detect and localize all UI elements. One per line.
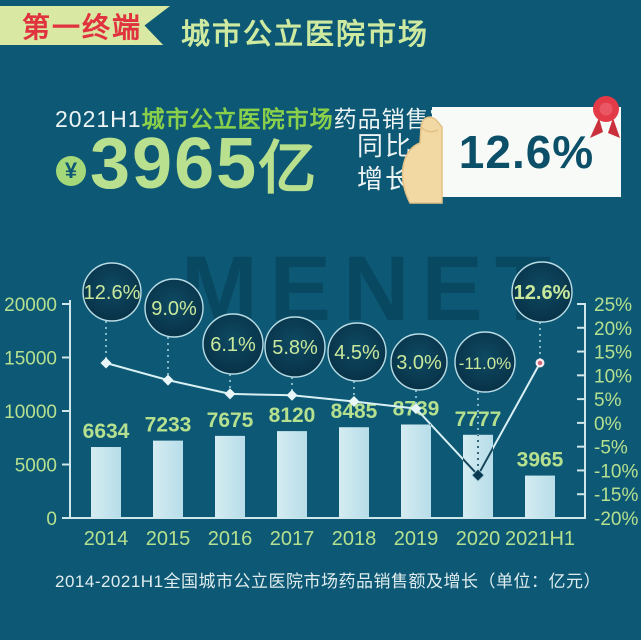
x-axis-label: 2017 [270, 528, 315, 550]
growth-bubble [327, 322, 387, 382]
bar-value-label: 7777 [455, 408, 502, 431]
bar-value-label: 6634 [83, 420, 130, 443]
right-axis-tick-label: 5% [594, 390, 622, 411]
bar-value-label: 7233 [145, 414, 192, 437]
bar [339, 427, 369, 518]
right-axis-tick-label: 15% [594, 343, 632, 364]
sales-amount-unit: 亿 [258, 136, 317, 201]
bubble-label: 9.0% [151, 298, 197, 320]
sales-amount-value: 3965 [90, 124, 259, 204]
bubble-label: 6.1% [210, 334, 256, 356]
x-axis-label: 2015 [146, 528, 191, 550]
x-axis-label: 2016 [208, 528, 253, 550]
right-axis-tick-label: -20% [594, 509, 638, 530]
growth-bubble [264, 316, 326, 378]
stat-headline-highlight: 城市公立医院市场 [141, 106, 334, 132]
growth-label: 同比 增长 [357, 130, 413, 196]
line-point [162, 374, 174, 386]
line-point [410, 403, 422, 415]
hand-icon [401, 116, 443, 204]
bar-value-label: 8485 [331, 400, 378, 423]
left-axis-tick-label: 20000 [4, 295, 57, 316]
bar [215, 435, 245, 518]
line-point [471, 468, 485, 482]
bubble-label: 12.6% [84, 282, 141, 304]
left-axis-tick-label: 5000 [15, 456, 57, 477]
right-axis-tick-label: 10% [594, 366, 632, 387]
bubble-label: 12.6% [514, 282, 571, 304]
x-axis-label: 2019 [394, 528, 439, 550]
growth-value: 12.6% [458, 126, 595, 178]
ribbon-medal-icon [590, 96, 620, 138]
x-axis-label: 2014 [84, 528, 129, 550]
growth-line-over-bar [105, 424, 541, 477]
stat-headline-prefix: 2021H1 [55, 106, 142, 132]
sales-amount: 3965亿 [90, 128, 316, 200]
growth-card: 12.6% [432, 96, 621, 197]
page-title: 城市公立医院市场 [181, 19, 430, 51]
growth-bubble [82, 262, 142, 322]
bubble-label: -11.0% [459, 354, 512, 373]
growth-bubble [202, 313, 264, 375]
chart-caption: 2014-2021H1全国城市公立医院市场药品销售额及增长（单位：亿元） [55, 572, 602, 591]
bar [91, 447, 121, 518]
x-axis-label: 2021H1 [505, 528, 575, 550]
line-point-end-center [537, 360, 543, 366]
section-badge-label: 第一终端 [22, 11, 143, 43]
x-axis-label: 2018 [332, 528, 377, 550]
growth-bubble [390, 333, 448, 391]
bar-value-label: 8120 [269, 404, 316, 427]
line-point [286, 389, 298, 401]
bar [277, 431, 307, 518]
left-axis-tick-label: 10000 [4, 402, 57, 423]
growth-bubble [511, 261, 573, 323]
right-axis-tick-label: 20% [594, 319, 632, 340]
line-point [224, 388, 236, 400]
yen-coin-icon: ¥ [56, 156, 86, 186]
right-axis-tick-label: -15% [594, 485, 638, 506]
line-point [100, 357, 112, 369]
bubble-label: 3.0% [396, 352, 442, 374]
growth-label-line1: 同比 [357, 131, 414, 161]
bar [525, 475, 555, 518]
bar-value-label: 3965 [517, 449, 564, 472]
right-axis-tick-label: 25% [594, 295, 632, 316]
x-axis-label: 2020 [456, 528, 501, 550]
sales-amount-row: ¥ 3965亿 [56, 128, 316, 200]
bar [401, 424, 431, 518]
left-axis-tick-label: 15000 [4, 349, 57, 370]
bubble-label: 5.8% [272, 337, 318, 359]
bar [153, 440, 183, 518]
growth-bubble [144, 278, 204, 338]
left-axis-tick-label: 0 [46, 509, 57, 530]
right-axis-tick-label: 0% [594, 414, 622, 435]
line-point [348, 395, 360, 407]
yen-symbol: ¥ [64, 158, 78, 183]
bubble-label: 4.5% [334, 342, 380, 364]
bar-value-label: 7675 [207, 409, 254, 432]
right-axis-tick-label: -5% [594, 438, 628, 459]
growth-bubble [454, 331, 516, 393]
right-axis-tick-label: -10% [594, 461, 638, 482]
section-badge: 第一终端 [0, 6, 170, 45]
